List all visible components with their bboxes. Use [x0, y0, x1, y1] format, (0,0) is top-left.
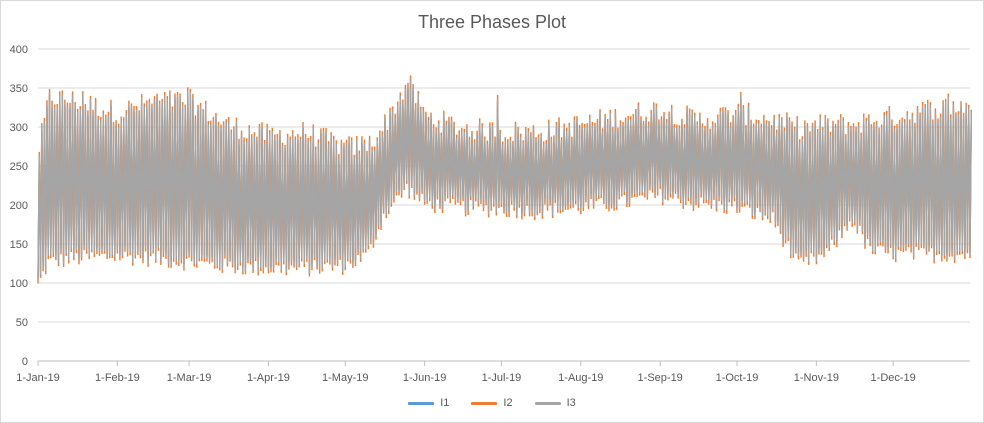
x-tick-label: 1-Feb-19	[95, 372, 140, 384]
legend-item-i3: I3	[534, 397, 576, 409]
x-tick-label: 1-Nov-19	[794, 372, 839, 384]
x-tick-label: 1-Jul-19	[482, 372, 522, 384]
legend-swatch	[471, 401, 498, 405]
x-tick-label: 1-Sep-19	[638, 372, 683, 384]
y-axis-ticks: 0 50 100 150 200 250 300 350 400	[10, 44, 28, 368]
legend-swatch	[534, 401, 561, 405]
legend: I1 I2 I3	[0, 397, 984, 409]
x-tick-label: 1-Apr-19	[247, 372, 290, 384]
y-tick-label: 250	[10, 161, 28, 173]
legend-label: I1	[440, 397, 450, 409]
legend-label: I2	[503, 397, 513, 409]
series-line-i3	[37, 78, 972, 281]
x-tick-label: 1-Jan-19	[16, 372, 59, 384]
legend-swatch	[408, 401, 435, 405]
x-tick-label: 1-Jun-19	[403, 372, 446, 384]
y-tick-label: 400	[10, 44, 28, 56]
x-tick-label: 1-Mar-19	[167, 372, 212, 384]
x-tick-label: 1-Oct-19	[716, 372, 759, 384]
x-tick-label: 1-May-19	[322, 372, 368, 384]
legend-item-i2: I2	[471, 397, 513, 409]
x-tick-label: 1-Aug-19	[558, 372, 603, 384]
y-tick-label: 150	[10, 239, 28, 251]
y-tick-label: 350	[10, 83, 28, 95]
y-tick-label: 0	[22, 356, 28, 368]
legend-item-i1: I1	[408, 397, 449, 409]
chart-title: Three Phases Plot	[417, 12, 567, 32]
y-tick-label: 200	[10, 200, 28, 212]
y-tick-label: 100	[10, 278, 28, 290]
y-tick-label: 300	[10, 122, 28, 134]
x-axis-ticks: 1-Jan-19 1-Feb-19 1-Mar-19 1-Apr-19 1-May-19…	[16, 361, 916, 384]
legend-label: I3	[566, 397, 576, 409]
series-lines	[37, 75, 972, 284]
x-tick-label: 1-Dec-19	[871, 372, 916, 384]
y-tick-label: 50	[16, 317, 28, 329]
